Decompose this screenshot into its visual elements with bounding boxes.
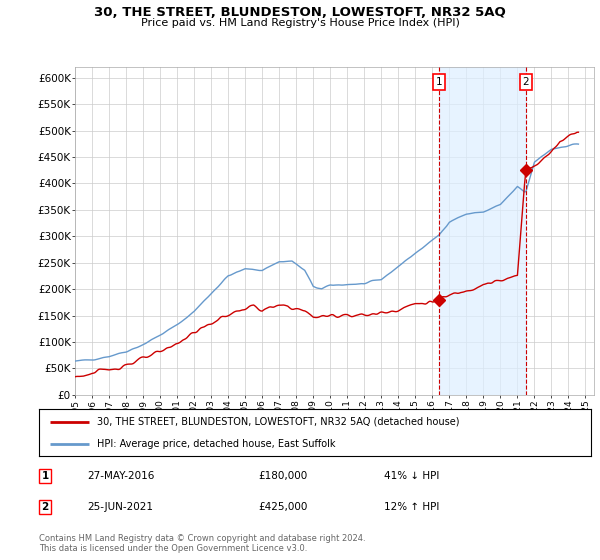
Text: 12% ↑ HPI: 12% ↑ HPI — [384, 502, 439, 512]
Text: 2: 2 — [41, 502, 49, 512]
Bar — [439, 67, 526, 395]
Text: 30, THE STREET, BLUNDESTON, LOWESTOFT, NR32 5AQ: 30, THE STREET, BLUNDESTON, LOWESTOFT, N… — [94, 6, 506, 18]
Text: £425,000: £425,000 — [258, 502, 307, 512]
Text: £180,000: £180,000 — [258, 471, 307, 481]
Text: 2: 2 — [522, 77, 529, 87]
Text: 41% ↓ HPI: 41% ↓ HPI — [384, 471, 439, 481]
Text: 27-MAY-2016: 27-MAY-2016 — [87, 471, 154, 481]
Text: 25-JUN-2021: 25-JUN-2021 — [87, 502, 153, 512]
Text: HPI: Average price, detached house, East Suffolk: HPI: Average price, detached house, East… — [97, 438, 335, 449]
Text: 1: 1 — [436, 77, 443, 87]
Text: Price paid vs. HM Land Registry's House Price Index (HPI): Price paid vs. HM Land Registry's House … — [140, 18, 460, 28]
Text: 30, THE STREET, BLUNDESTON, LOWESTOFT, NR32 5AQ (detached house): 30, THE STREET, BLUNDESTON, LOWESTOFT, N… — [97, 417, 460, 427]
Text: 1: 1 — [41, 471, 49, 481]
Text: Contains HM Land Registry data © Crown copyright and database right 2024.
This d: Contains HM Land Registry data © Crown c… — [39, 534, 365, 553]
